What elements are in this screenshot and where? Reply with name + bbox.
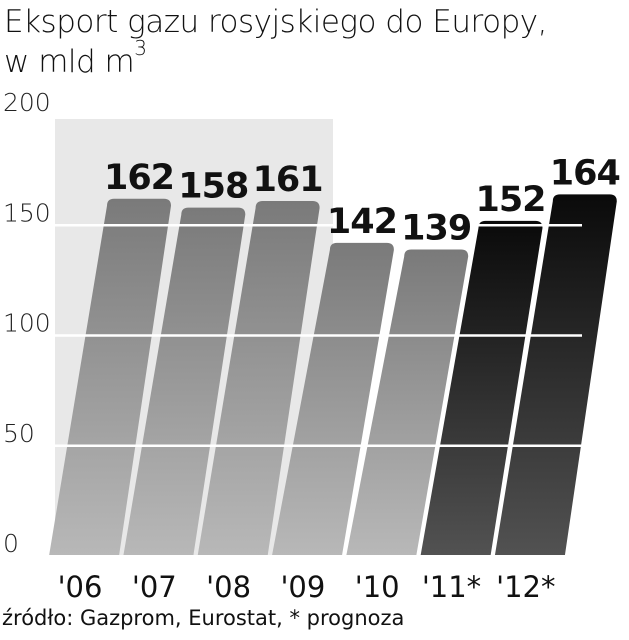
category-label-5: '11* [422, 570, 481, 604]
bar-2 [197, 200, 320, 556]
title-superscript: 3 [134, 36, 147, 60]
y-tick-label-4: 200 [3, 88, 51, 117]
y-tick-label-3: 150 [3, 198, 51, 227]
bar-3 [271, 242, 394, 556]
value-label-5: 152 [475, 180, 545, 220]
category-label-2: '08 [206, 570, 251, 604]
y-tick-label-1: 50 [3, 419, 35, 448]
category-label-1: '07 [132, 570, 177, 604]
category-label-0: '06 [58, 570, 103, 604]
category-label-6: '12* [496, 570, 555, 604]
source-note: źródło: Gazprom, Eurostat, * prognoza [2, 606, 405, 630]
bar-1 [123, 207, 246, 557]
value-label-6: 164 [550, 153, 620, 193]
title-line-1: Eksport gazu rosyjskiego do Europy, [4, 4, 547, 40]
bar-5 [420, 220, 543, 556]
value-label-2: 161 [253, 160, 323, 200]
y-tick-label-0: 0 [3, 529, 19, 558]
value-label-3: 142 [327, 202, 397, 242]
value-label-0: 162 [104, 158, 174, 198]
category-label-3: '09 [280, 570, 325, 604]
value-label-4: 139 [401, 209, 471, 249]
category-label-4: '10 [355, 570, 400, 604]
bar-6 [494, 194, 617, 556]
title-line-2: w mld m [4, 44, 135, 80]
bar-4 [346, 249, 469, 556]
y-tick-label-2: 100 [3, 309, 51, 338]
chart-title: Eksport gazu rosyjskiego do Europy, w ml… [4, 2, 624, 82]
bar-0 [49, 198, 171, 557]
value-label-1: 158 [178, 167, 248, 207]
